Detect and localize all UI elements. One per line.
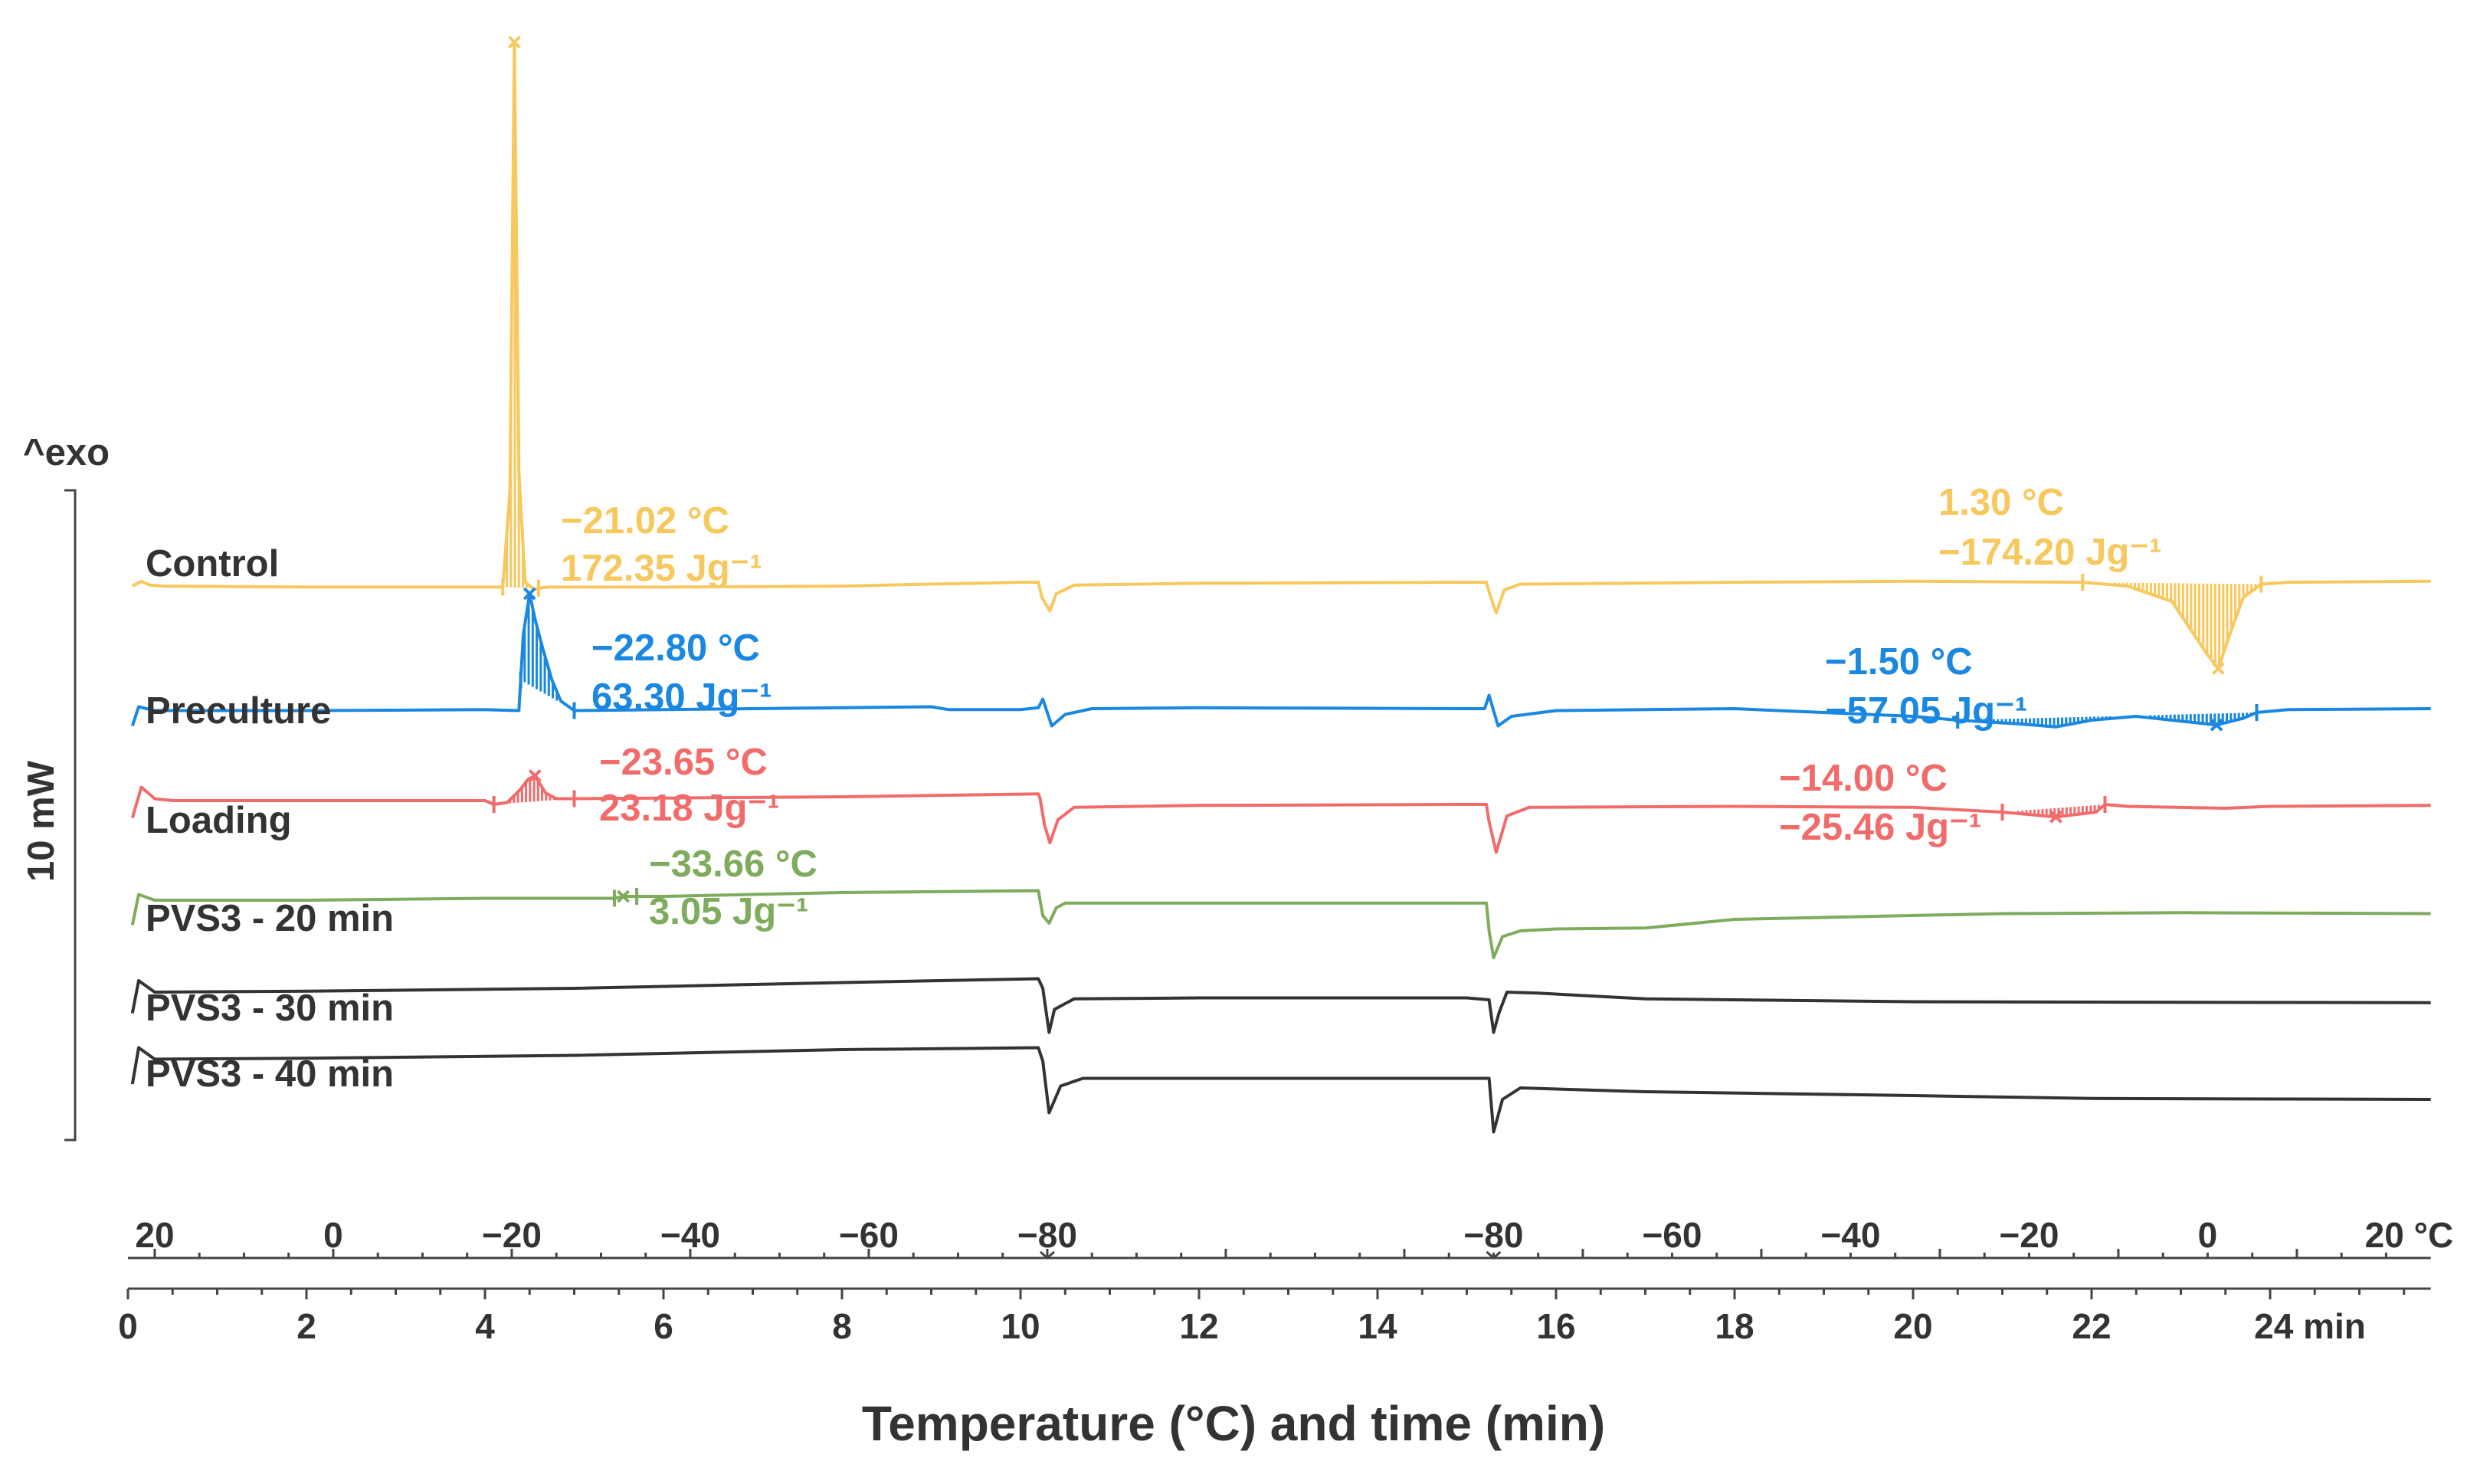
temp-tick-label: −20 — [1999, 1215, 2059, 1255]
time-tick-label: 18 — [1715, 1306, 1754, 1346]
anno-pvs20-cryst-temp: −33.66 °C — [649, 844, 817, 885]
y-axis-label: 10 mW — [21, 760, 62, 882]
time-tick-label: 6 — [654, 1306, 673, 1346]
curve-preculture — [130, 592, 2431, 729]
anno-preculture-melt-temp: −1.50 °C — [1825, 641, 1973, 683]
anno-preculture-cryst-temp: −22.80 °C — [591, 627, 760, 669]
time-tick-label: 16 — [1536, 1306, 1575, 1346]
time-tick-label: 0 — [118, 1306, 138, 1346]
label-pvs3-40: PVS3 - 40 min — [146, 1053, 394, 1095]
temperature-axis: 20 0 −20 −40 −60 −80 −80 −60 −40 −20 0 20 °C — [128, 1215, 2454, 1260]
temp-tick-label: 0 — [323, 1215, 343, 1255]
curves — [130, 41, 2431, 1134]
peak-marker-control-0 — [508, 35, 521, 49]
peak-marker-preculture-0 — [523, 587, 536, 601]
anno-control-cryst-temp: −21.02 °C — [561, 500, 729, 542]
peak-marker-pvs3-20-min-0 — [617, 889, 630, 903]
temp-tick-label: 0 — [2198, 1215, 2218, 1255]
time-axis-end-label: 24 min — [2254, 1306, 2366, 1346]
curve-pvs3-30-min — [130, 977, 2431, 1034]
peak-markers — [492, 35, 2263, 907]
label-preculture: Preculture — [146, 690, 331, 732]
anno-pvs20-cryst-enthalpy: 3.05 Jg⁻¹ — [649, 891, 808, 932]
temp-tick-label: 20 °C — [2365, 1215, 2454, 1255]
anno-control-melt-enthalpy: −174.20 Jg⁻¹ — [1938, 532, 2161, 573]
label-pvs3-30: PVS3 - 30 min — [146, 988, 394, 1029]
peak-marker-preculture-1 — [2210, 718, 2223, 732]
label-pvs3-20: PVS3 - 20 min — [146, 898, 394, 939]
temp-tick-label: −40 — [1820, 1215, 1880, 1255]
peak-marker-control-1 — [2212, 662, 2225, 675]
time-tick-label: 20 — [1893, 1306, 1932, 1346]
label-loading: Loading — [146, 800, 292, 841]
time-tick-label: 12 — [1179, 1306, 1218, 1346]
x-axis-title: Temperature (°C) and time (min) — [862, 1396, 1605, 1451]
time-tick-label: 2 — [296, 1306, 316, 1346]
temp-tick-label: 20 — [135, 1215, 174, 1255]
anno-preculture-melt-enthalpy: −57.05 Jg⁻¹ — [1825, 690, 2027, 732]
curve-pvs3-20-min — [130, 889, 2431, 959]
temp-tick-label: −40 — [660, 1215, 720, 1255]
peak-marker-loading-0 — [528, 769, 542, 782]
anno-loading-cryst-enthalpy: 23.18 Jg⁻¹ — [599, 788, 780, 829]
time-tick-label: 22 — [2072, 1306, 2111, 1346]
time-axis: 0 2 4 6 8 10 12 14 16 18 20 22 24 min — [118, 1287, 2431, 1346]
segment-break-mark — [1039, 1250, 1055, 1260]
temp-tick-label: −80 — [1463, 1215, 1523, 1255]
anno-loading-melt-enthalpy: −25.46 Jg⁻¹ — [1779, 807, 1981, 848]
peak-marker-loading-1 — [2049, 810, 2062, 824]
temp-tick-label: −80 — [1017, 1215, 1077, 1255]
exo-label: ^exo — [23, 432, 110, 473]
anno-preculture-cryst-enthalpy: 63.30 Jg⁻¹ — [591, 676, 772, 718]
temp-tick-label: −60 — [839, 1215, 899, 1255]
time-tick-label: 8 — [832, 1306, 852, 1346]
time-tick-label: 10 — [1001, 1306, 1040, 1346]
scale-bar — [64, 489, 77, 1142]
temp-tick-label: −60 — [1642, 1215, 1702, 1255]
curve-pvs3-40-min — [130, 1046, 2431, 1134]
segment-break-mark — [1486, 1250, 1502, 1260]
anno-loading-melt-temp: −14.00 °C — [1779, 758, 1948, 799]
time-tick-label: 14 — [1358, 1306, 1397, 1346]
temp-tick-label: −20 — [482, 1215, 542, 1255]
time-tick-label: 4 — [475, 1306, 495, 1346]
anno-control-melt-temp: 1.30 °C — [1938, 482, 2064, 523]
label-control: Control — [146, 543, 279, 585]
anno-control-cryst-enthalpy: 172.35 Jg⁻¹ — [561, 548, 762, 589]
anno-loading-cryst-temp: −23.65 °C — [599, 742, 768, 783]
curve-loading — [130, 774, 2431, 854]
curve-control — [131, 41, 2431, 670]
